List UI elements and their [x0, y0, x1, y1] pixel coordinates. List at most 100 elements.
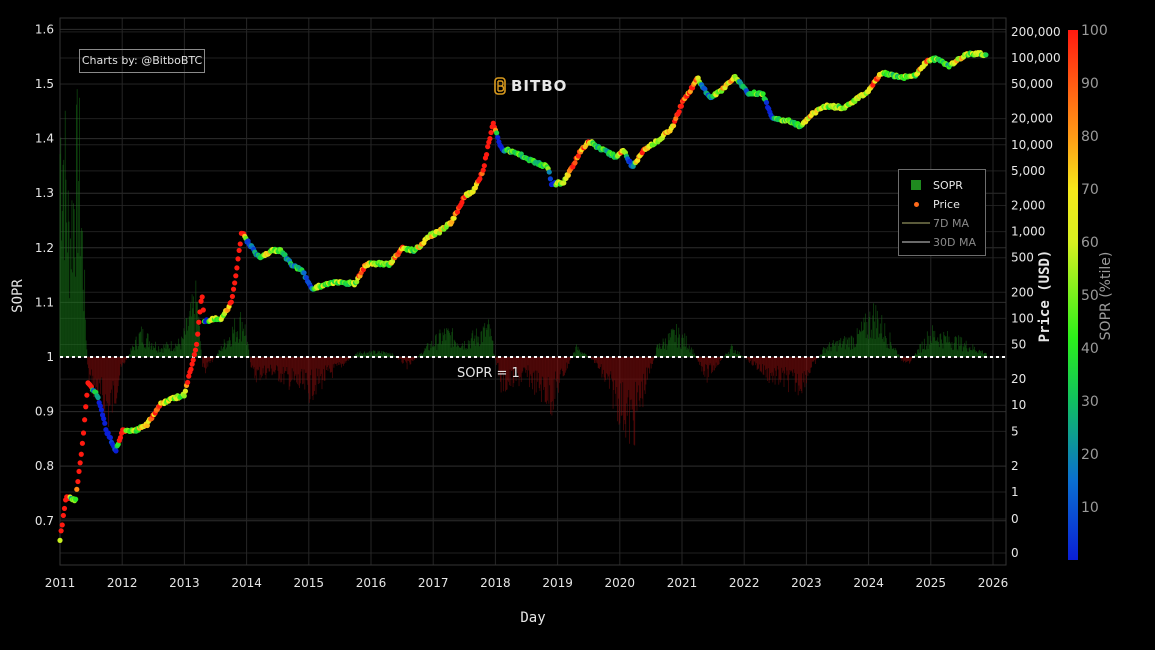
chart-credit: Charts by: @BitboBTC [79, 49, 205, 73]
price-dot [98, 407, 105, 413]
y2-tick-label: 10,000 [1011, 138, 1053, 152]
y-tick-label: 1.4 [35, 132, 54, 146]
price-dot [572, 160, 578, 166]
legend-item-7d-ma[interactable]: 7D MA [899, 214, 969, 232]
y2-tick-label: 200,000 [1011, 25, 1061, 39]
price-dot [193, 341, 200, 347]
price-dot [117, 435, 124, 441]
legend-label: 30D MA [933, 235, 976, 249]
y-tick-label: 0.7 [35, 514, 54, 528]
price-dot [58, 528, 64, 534]
x-tick-label: 2019 [542, 576, 573, 590]
price-dot [83, 404, 89, 410]
colorbar-tick-label: 100 [1081, 23, 1108, 39]
price-dot [190, 357, 196, 363]
x-tick-label: 2011 [45, 576, 76, 590]
legend-item-sopr[interactable]: SOPR [899, 176, 963, 194]
chart-legend[interactable]: SOPR Price 7D MA 30D MA [898, 169, 986, 256]
price-dot [61, 505, 68, 512]
price-dot [78, 451, 84, 457]
price-dot [199, 294, 205, 300]
price-dot [105, 430, 111, 436]
sopr-one-annotation: SOPR = 1 [457, 366, 520, 381]
price-dot [487, 136, 493, 142]
price-dot [107, 435, 113, 441]
price-dot [57, 537, 63, 543]
y2-tick-label: 50 [1011, 338, 1026, 352]
x-axis-ticks: 2011 2012 2013 2014 2015 2016 2017 2018 2019 2020… [45, 576, 1009, 590]
price-dot [678, 103, 684, 109]
x-tick-label: 2020 [605, 576, 636, 590]
y2-tick-label: 5 [1011, 424, 1019, 438]
legend-item-price[interactable]: Price [899, 195, 960, 213]
price-dot [82, 417, 88, 423]
price-dot [95, 394, 101, 401]
legend-item-30d-ma[interactable]: 30D MA [899, 233, 976, 251]
price-dot [490, 120, 496, 126]
colorbar-tick-label: 60 [1081, 235, 1099, 251]
price-dot [60, 512, 66, 519]
colorbar-tick-label: 20 [1081, 447, 1099, 463]
price-dot [191, 352, 197, 358]
price-dot [186, 373, 192, 379]
y2-tick-label: 2,000 [1011, 198, 1045, 212]
y2-tick-label: 100 [1011, 311, 1034, 325]
price-dot [195, 331, 201, 337]
y-tick-label: 0.9 [35, 405, 54, 419]
price-dot [454, 209, 461, 215]
price-dot [144, 422, 150, 429]
colorbar-tick-label: 90 [1081, 76, 1099, 92]
x-tick-label: 2014 [231, 576, 262, 590]
x-tick-label: 2017 [418, 576, 449, 590]
y-tick-label: 1.5 [35, 77, 54, 91]
price-dot [101, 416, 107, 422]
sopr-bars [59, 89, 987, 446]
price-dot [84, 392, 90, 398]
price-dot [75, 478, 81, 485]
y2-tick-label: 2 [1011, 459, 1019, 473]
price-dot [561, 180, 567, 186]
price-dot [627, 158, 633, 164]
price-dot [229, 293, 236, 300]
price-dot [477, 176, 483, 182]
y-axis-left-ticks: 0.7 0.8 0.9 1 1.1 1.2 1.3 1.4 1.5 1.6 [35, 22, 54, 527]
y2-tick-label: 1,000 [1011, 225, 1045, 239]
price-dot [547, 176, 553, 182]
y2-tick-label: 10 [1011, 398, 1026, 412]
price-dot [230, 286, 237, 292]
x-tick-label: 2022 [729, 576, 760, 590]
price-dot [301, 270, 307, 276]
price-dot [189, 361, 195, 367]
colorbar [1068, 30, 1078, 560]
price-dot [181, 393, 187, 399]
colorbar-tick-label: 40 [1081, 341, 1099, 357]
price-dot [983, 52, 989, 58]
y2-tick-label: 5,000 [1011, 164, 1045, 178]
y2-tick-label: 1 [1011, 485, 1019, 499]
price-dot [228, 299, 234, 305]
price-dot [200, 307, 206, 313]
legend-label: Price [933, 197, 960, 211]
y2-tick-label: 0 [1011, 512, 1019, 526]
gridlines [59, 17, 1007, 566]
y2-tick-label: 20,000 [1011, 112, 1053, 126]
price-dot [670, 123, 677, 129]
price-dot [483, 151, 490, 158]
price-dot [73, 496, 79, 502]
brand-name: BITBO [511, 77, 568, 95]
y2-tick-label: 0 [1011, 546, 1019, 560]
y-tick-label: 0.8 [35, 459, 54, 473]
line-icon [902, 241, 930, 243]
colorbar-tick-label: 50 [1081, 288, 1099, 304]
price-dot [80, 430, 87, 436]
price-dot [481, 163, 487, 169]
price-dot [196, 319, 202, 325]
legend-label: 7D MA [933, 216, 969, 230]
line-icon [902, 222, 930, 224]
y-tick-label: 1.2 [35, 241, 54, 255]
y-tick-label: 1.1 [35, 295, 54, 309]
price-dot [236, 247, 242, 254]
plot-frame [59, 17, 1007, 566]
price-dot [546, 169, 552, 175]
